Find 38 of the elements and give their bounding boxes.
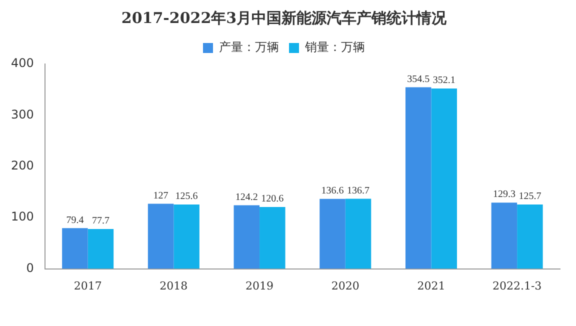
bar [431,88,457,269]
data-label: 127 [153,190,168,202]
y-tick-label: 0 [26,260,34,275]
bar [320,198,346,269]
x-tick-label: 2017 [74,279,102,292]
data-label: 136.6 [321,185,344,196]
data-label: 129.3 [492,189,516,200]
bar [174,204,200,269]
y-tick-label: 400 [11,56,34,70]
x-tick-label: 2019 [246,279,274,292]
legend-label: 销量：万辆 [304,40,365,54]
data-label: 136.7 [347,185,370,196]
bar [62,228,88,269]
bar [517,204,543,269]
data-label: 124.2 [235,192,258,203]
bar [88,229,114,269]
x-tick-label: 2022.1-3 [492,279,542,292]
bar [260,207,286,269]
x-tick-label: 2020 [331,279,360,292]
x-tick-label: 2018 [160,279,188,292]
y-tick-label: 200 [11,158,34,173]
bar [148,204,174,269]
y-tick-label: 100 [11,210,34,224]
data-label: 125.7 [518,191,542,202]
data-label: 354.5 [407,74,430,85]
data-label: 120.6 [261,194,284,205]
bar [345,198,372,269]
chart-title: 2017-2022年3月中国新能源汽车产销统计情况 [121,8,448,27]
x-tick-label: 2021 [417,279,446,292]
bar [405,87,432,269]
bar [491,202,518,269]
data-label: 77.7 [92,216,110,227]
bar [234,205,260,269]
data-label: 79.4 [66,214,84,226]
data-label: 352.1 [432,75,456,86]
data-label: 125.6 [175,191,198,202]
y-tick-label: 300 [11,107,34,122]
legend-label: 产量：万辆 [219,40,279,54]
